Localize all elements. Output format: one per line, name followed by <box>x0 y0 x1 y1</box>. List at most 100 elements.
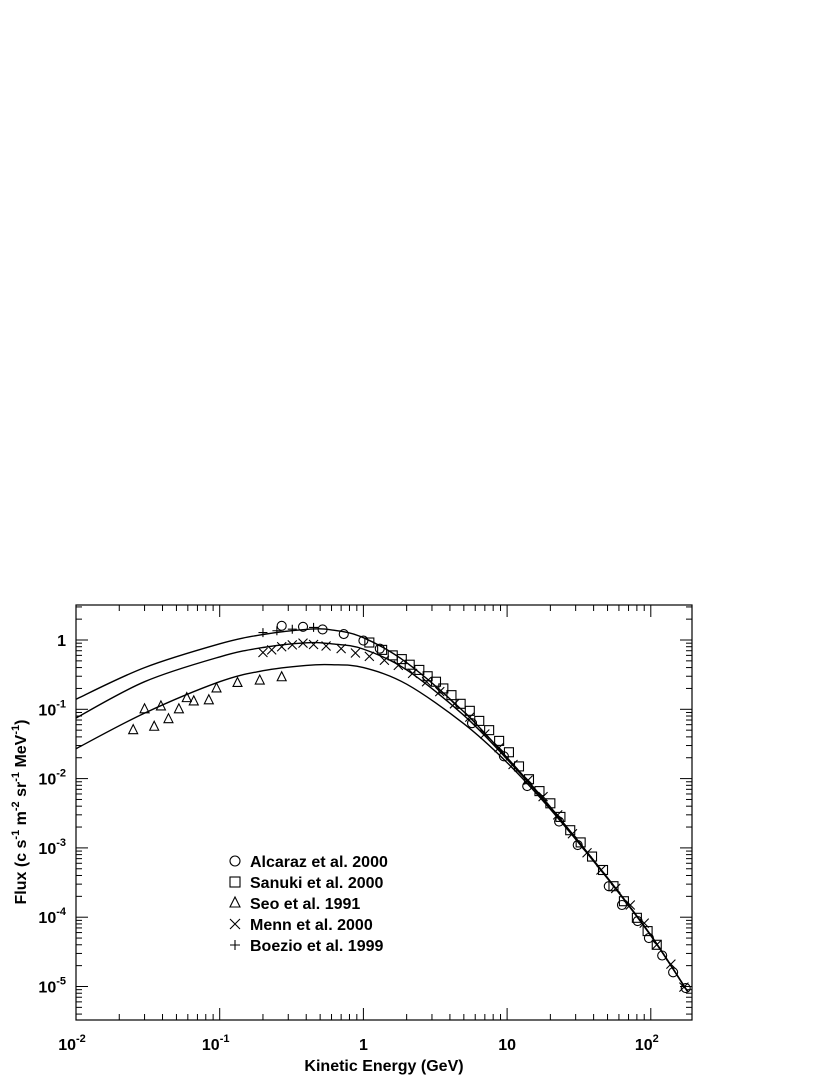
x-tick-labels: 10-2 10-1 1 10 102 <box>58 1033 659 1054</box>
square-point <box>446 690 457 701</box>
cross-point <box>494 742 505 753</box>
legend-marker-triangle <box>229 895 241 908</box>
cross-point <box>679 982 689 992</box>
square-point <box>377 644 388 655</box>
y-tick-labels: 1 10-1 10-2 10-3 10-4 10-5 <box>38 633 66 997</box>
square-point <box>464 705 475 716</box>
cross-point <box>479 729 490 739</box>
plus-point <box>258 628 268 638</box>
x-tick-label: 102 <box>635 1033 659 1054</box>
cross-point <box>508 759 518 770</box>
cross-point <box>421 676 432 687</box>
square-point <box>631 912 642 923</box>
cross-point <box>666 959 676 970</box>
legend-label: Sanuki et al. 2000 <box>250 875 384 892</box>
cross-point <box>407 668 418 679</box>
circle-point <box>297 621 309 632</box>
y-tick-label: 10-3 <box>38 837 66 858</box>
legend-marker-plus <box>230 940 240 950</box>
cross-point <box>582 847 592 858</box>
legend-marker-circle <box>229 855 241 867</box>
plus-point <box>272 626 282 636</box>
square-point <box>586 851 598 862</box>
circle-point <box>657 950 668 961</box>
triangle-point <box>276 670 288 682</box>
plot-frame <box>75 604 693 1021</box>
y-tick-label: 10-2 <box>38 768 66 789</box>
square-point <box>503 747 514 758</box>
triangle-point <box>181 691 193 703</box>
cross-point <box>393 660 404 671</box>
x-axis-label: Kinetic Energy (GeV) <box>304 1058 463 1075</box>
cross-point <box>308 639 319 650</box>
triangle-point <box>148 720 160 731</box>
square-point <box>651 939 662 950</box>
legend-label: Alcaraz et al. 2000 <box>250 854 388 871</box>
data-points <box>127 620 691 994</box>
circle-point <box>317 624 328 635</box>
legend-label: Menn et al. 2000 <box>250 917 373 934</box>
square-point <box>597 864 609 876</box>
cross-point <box>336 643 347 654</box>
square-point <box>396 654 407 665</box>
legend-marker-cross <box>229 918 241 930</box>
plus-point <box>287 624 297 634</box>
square-point <box>414 664 425 675</box>
square-point <box>534 786 545 797</box>
square-point <box>364 637 375 648</box>
y-axis-label: Flux (c s-1 m-2 sr-1 MeV-1) <box>10 720 30 905</box>
cross-point <box>287 640 298 650</box>
triangle-point <box>232 676 243 688</box>
axis-ticks <box>75 605 692 1020</box>
cross-point <box>523 775 533 786</box>
square-point <box>455 698 466 709</box>
x-tick-label: 10-2 <box>58 1033 86 1054</box>
cross-point <box>651 939 662 950</box>
circle-point <box>572 839 583 851</box>
cross-point <box>350 648 361 658</box>
square-point <box>430 676 442 687</box>
circle-point <box>643 933 654 944</box>
x-tick-label: 10-1 <box>202 1033 230 1054</box>
triangle-point <box>254 673 266 685</box>
square-point <box>618 896 629 907</box>
cross-point <box>596 865 606 875</box>
circle-point <box>616 899 628 911</box>
circle-point <box>680 982 691 994</box>
x-tick-label: 1 <box>359 1037 368 1054</box>
triangle-point <box>127 723 139 735</box>
triangle-point <box>139 702 150 714</box>
cross-point <box>434 686 445 697</box>
cross-point <box>379 655 390 666</box>
square-point <box>575 837 586 848</box>
cross-point <box>464 712 475 723</box>
legend-marker-square <box>229 876 241 888</box>
square-point <box>523 774 535 785</box>
square-point <box>438 683 449 694</box>
cross-point <box>321 641 331 651</box>
square-point <box>565 825 576 836</box>
triangle-point <box>173 702 185 714</box>
cross-point <box>258 647 268 658</box>
cross-point <box>266 644 277 655</box>
cross-point <box>276 641 287 652</box>
y-tick-label: 10-4 <box>38 906 66 927</box>
x-tick-label: 10 <box>498 1037 516 1054</box>
cross-point <box>538 791 548 802</box>
square-point <box>484 725 495 736</box>
square-point <box>545 798 556 809</box>
circle-point <box>668 967 679 978</box>
legend-label: Boezio et al. 1999 <box>250 938 383 955</box>
square-point <box>474 715 485 726</box>
circle-point <box>338 628 349 640</box>
legend: Alcaraz et al. 2000 Sanuki et al. 2000 Seo… <box>229 854 388 955</box>
triangle-point <box>203 693 215 705</box>
cross-point <box>610 883 621 894</box>
y-tick-label: 1 <box>57 633 66 650</box>
cross-point <box>567 828 578 839</box>
circle-point <box>374 643 385 654</box>
circle-point <box>276 620 287 631</box>
triangle-point <box>155 699 167 711</box>
legend-label: Seo et al. 1991 <box>250 896 360 913</box>
